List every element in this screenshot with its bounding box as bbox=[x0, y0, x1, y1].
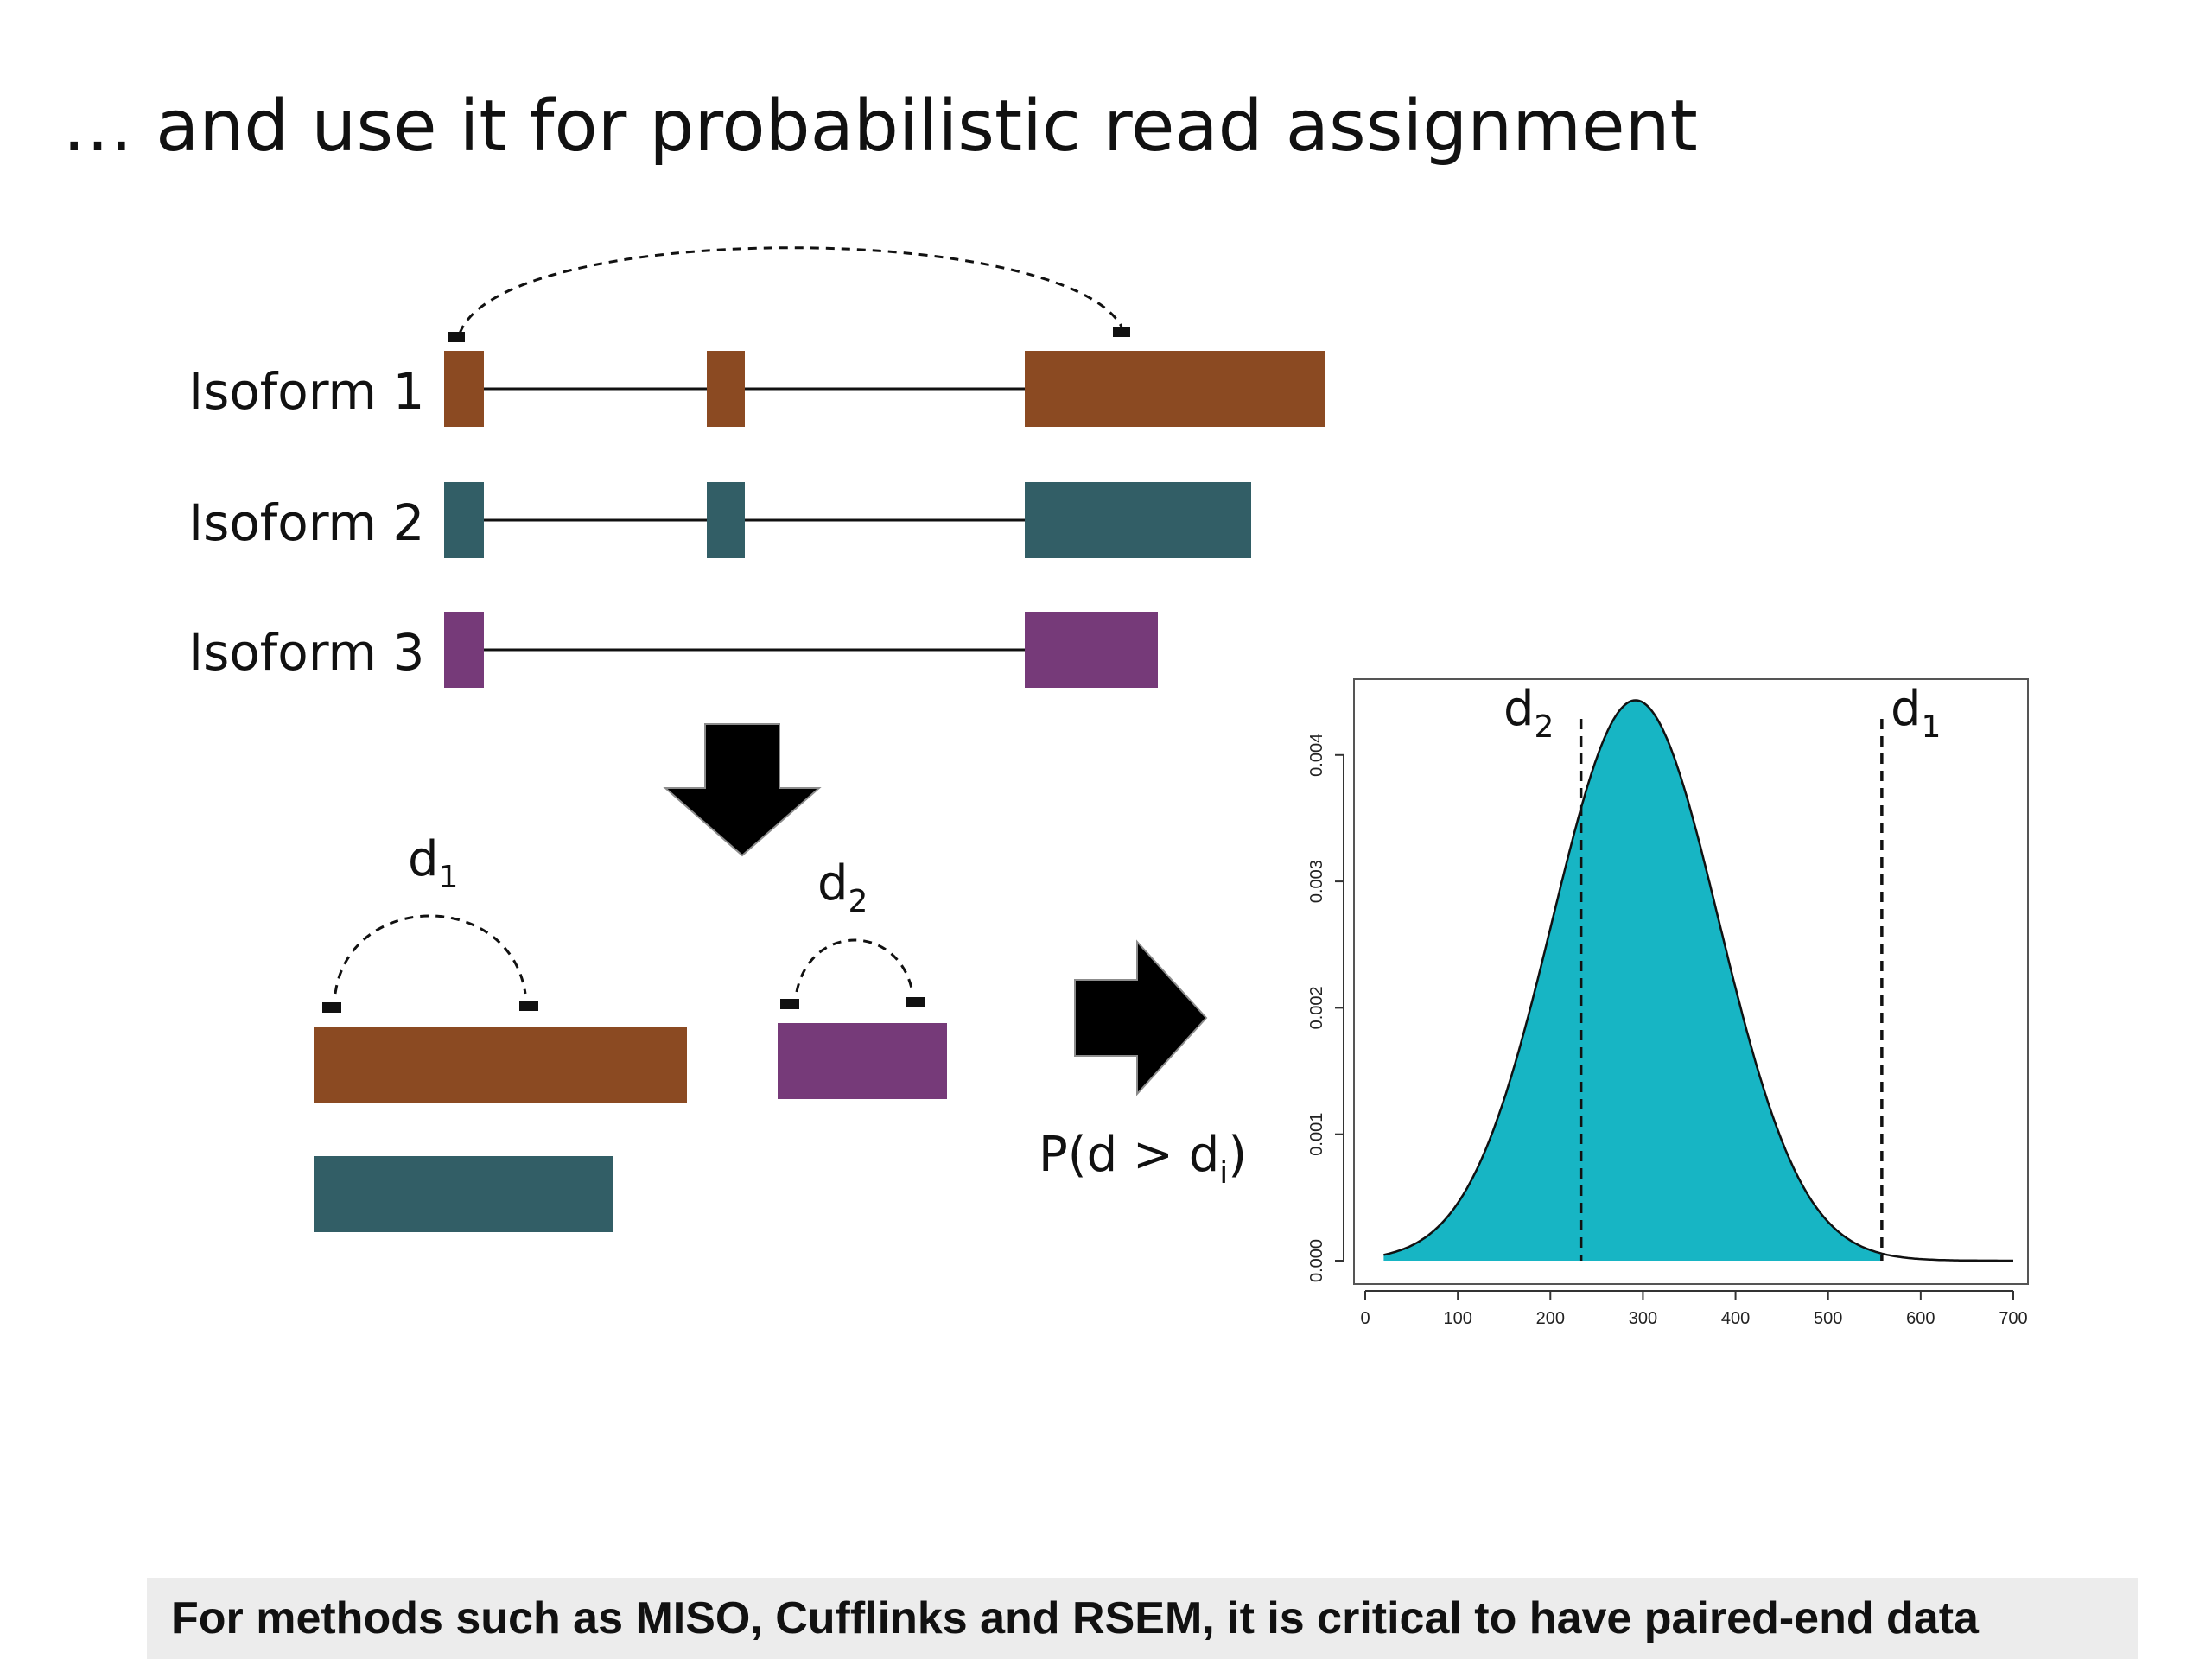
y-tick-label: 0.003 bbox=[1307, 860, 1326, 903]
isoform-1-exon-3 bbox=[1025, 351, 1325, 427]
fragment-isoform-1 bbox=[314, 1027, 687, 1103]
d2-symbol: d bbox=[817, 855, 849, 912]
fragment-d1-link bbox=[334, 914, 527, 995]
fragment-d1-label: d1 bbox=[408, 831, 458, 906]
isoform-2-exon-3 bbox=[1025, 482, 1251, 558]
fragment-d1-read-right bbox=[519, 1001, 538, 1011]
fragment-d2-label: d2 bbox=[817, 855, 868, 931]
d1-subscript: 1 bbox=[438, 860, 459, 895]
isoform-3-exon-1 bbox=[444, 612, 484, 688]
x-tick-label: 0 bbox=[1360, 1309, 1370, 1328]
x-tick-label: 200 bbox=[1536, 1309, 1565, 1328]
isoform-2-label: Isoform 2 bbox=[188, 493, 425, 552]
d2-subscript: 2 bbox=[848, 884, 868, 919]
chart-d1-symbol: d bbox=[1891, 681, 1922, 737]
x-tick-label: 400 bbox=[1721, 1309, 1750, 1328]
chart-d2-label: d2 bbox=[1503, 681, 1554, 756]
slide-title: … and use it for probabilistic read assi… bbox=[62, 86, 1698, 168]
footer-banner: For methods such as MISO, Cufflinks and … bbox=[147, 1578, 2138, 1659]
isoform-1-exon-2 bbox=[707, 351, 745, 427]
probability-label: P(d > di) bbox=[1039, 1127, 1247, 1202]
probability-prefix: P(d > d bbox=[1039, 1127, 1220, 1183]
isoform-1-exon-1 bbox=[444, 351, 484, 427]
isoform-2-track bbox=[444, 482, 1251, 558]
fragment-d2-read-right bbox=[906, 997, 925, 1007]
down-arrow-icon bbox=[663, 723, 822, 857]
fragment-d2-read-left bbox=[780, 999, 799, 1009]
x-tick-label: 500 bbox=[1814, 1309, 1842, 1328]
density-chart: 0 100 200 300 400 500 600 700 0.0000.0010.0020.… bbox=[1307, 678, 2029, 1328]
chart-d2-subscript: 2 bbox=[1534, 709, 1554, 745]
chart-d2-symbol: d bbox=[1503, 681, 1535, 737]
fragment-isoform-3 bbox=[778, 1023, 947, 1099]
isoform-3-label: Isoform 3 bbox=[188, 623, 425, 682]
y-tick-label: 0.004 bbox=[1307, 734, 1326, 777]
x-tick-label: 300 bbox=[1629, 1309, 1657, 1328]
isoform-2-exon-2 bbox=[707, 482, 745, 558]
isoform-1-pair-link bbox=[458, 246, 1123, 334]
x-tick-label: 600 bbox=[1906, 1309, 1935, 1328]
chart-d1-subscript: 1 bbox=[1921, 709, 1942, 745]
transcript-fragments bbox=[314, 914, 947, 1232]
isoform-1-read-right bbox=[1113, 327, 1130, 337]
x-tick-label: 100 bbox=[1443, 1309, 1471, 1328]
fragment-isoform-2 bbox=[314, 1156, 613, 1232]
x-axis: 0 100 200 300 400 500 600 700 bbox=[1360, 1290, 2028, 1328]
isoform-1-read-left bbox=[448, 332, 465, 342]
isoform-2-exon-1 bbox=[444, 482, 484, 558]
isoform-3-track bbox=[444, 612, 1158, 688]
right-arrow-icon bbox=[1074, 939, 1208, 1096]
fragment-d2-link bbox=[795, 938, 914, 993]
y-tick-label: 0.002 bbox=[1307, 986, 1326, 1029]
y-tick-label: 0.001 bbox=[1307, 1113, 1326, 1156]
y-axis: 0.000 0.001 0.002 0.003 0.004 bbox=[1307, 734, 1344, 1282]
density-curve bbox=[1383, 699, 2013, 1262]
density-area bbox=[1383, 700, 1882, 1261]
probability-subscript: i bbox=[1219, 1155, 1229, 1191]
footer-text: For methods such as MISO, Cufflinks and … bbox=[171, 1593, 1979, 1643]
isoform-1-track bbox=[444, 246, 1325, 427]
isoform-1-label: Isoform 1 bbox=[188, 362, 425, 421]
isoform-3-exon-2 bbox=[1025, 612, 1158, 688]
d1-symbol: d bbox=[408, 831, 439, 887]
x-tick-label: 700 bbox=[1999, 1309, 2027, 1328]
probability-suffix: ) bbox=[1228, 1127, 1248, 1183]
fragment-d1-read-left bbox=[322, 1002, 341, 1013]
chart-d1-label: d1 bbox=[1891, 681, 1941, 756]
y-tick-label: 0.000 bbox=[1307, 1239, 1326, 1282]
